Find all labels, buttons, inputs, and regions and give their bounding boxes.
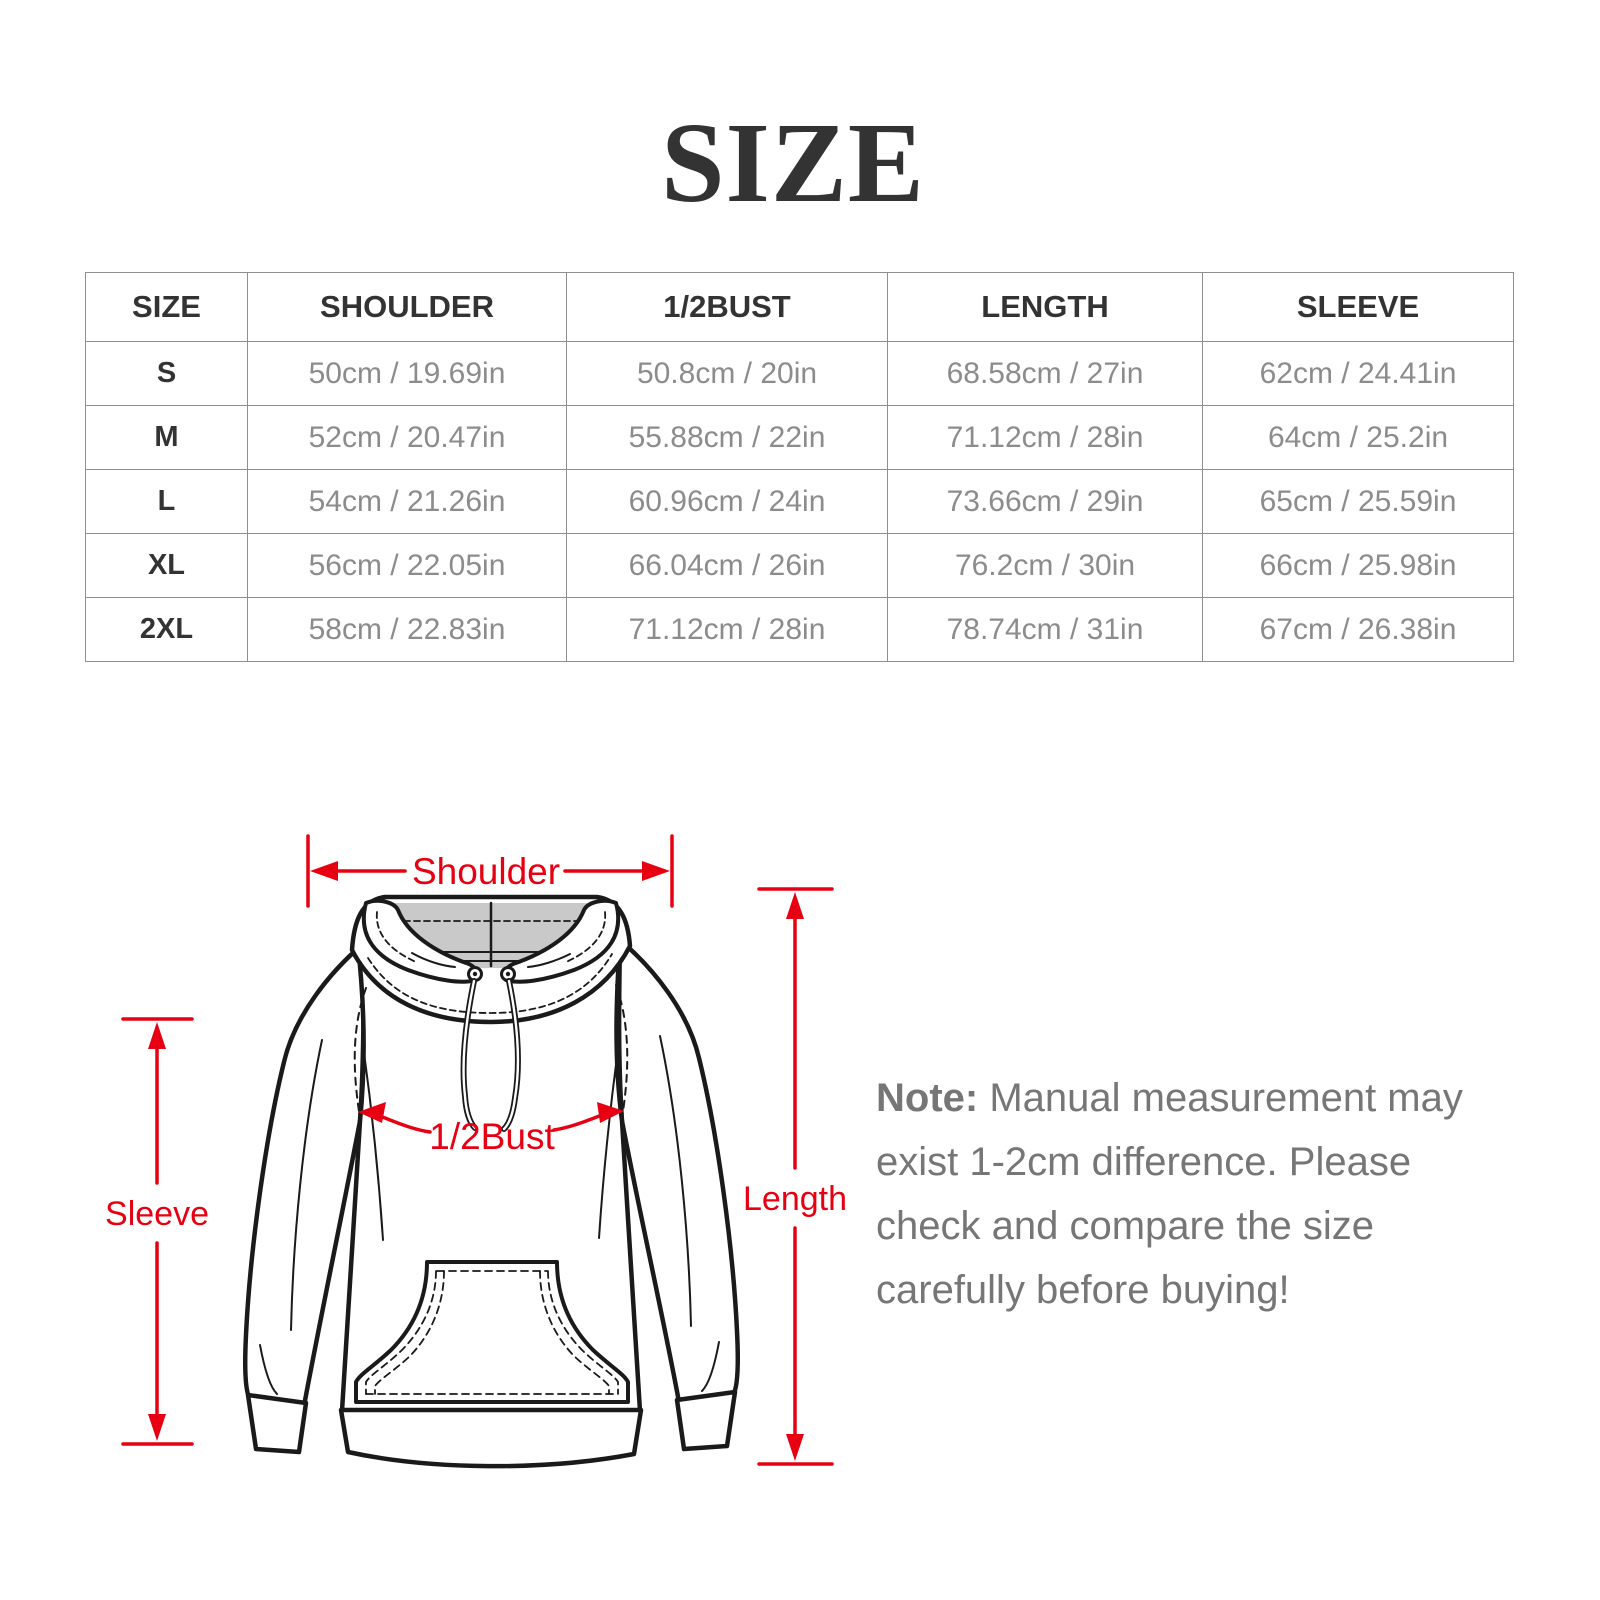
- cell-shoulder: 50cm / 19.69in: [247, 341, 567, 406]
- page-title: SIZE: [661, 99, 925, 226]
- table-row: M 52cm / 20.47in 55.88cm / 22in 71.12cm …: [85, 405, 1514, 470]
- hoodie-left-cuff: [245, 1392, 309, 1455]
- cell-sleeve: 64cm / 25.2in: [1202, 405, 1514, 470]
- half-bust-measure-arrow: [378, 1113, 604, 1134]
- hoodie-right-cuff: [674, 1389, 738, 1452]
- collar-crease-right: [527, 953, 571, 968]
- cell-size: 2XL: [85, 597, 248, 662]
- cell-halfbust: 71.12cm / 28in: [566, 597, 888, 662]
- left-eyelet-hole: [472, 971, 478, 977]
- hoodie-drawing: [242, 915, 741, 1469]
- cell-length: 78.74cm / 31in: [887, 597, 1203, 662]
- cell-sleeve: 65cm / 25.59in: [1202, 469, 1514, 534]
- sleeve-label: Sleeve: [105, 1195, 209, 1233]
- drawcord-left-highlight: [462, 979, 477, 1130]
- length-measure-arrow: [757, 887, 834, 1466]
- right-sleeve-cuff-crease: [701, 1341, 720, 1392]
- kangaroo-pocket: [354, 1260, 630, 1404]
- shoulder-arrowhead-right: [642, 861, 670, 881]
- note-label: Note:: [876, 1076, 979, 1120]
- length-arrowhead-down: [786, 1434, 804, 1461]
- note-line: check and compare the size: [876, 1204, 1375, 1248]
- measurement-lines: [121, 834, 834, 1466]
- cell-sleeve: 62cm / 24.41in: [1202, 341, 1514, 406]
- cell-sleeve: 67cm / 26.38in: [1202, 597, 1514, 662]
- shoulder-measure-arrow: [306, 834, 674, 908]
- collar-left-roll-stitch: [376, 911, 417, 963]
- right-sleeve-crease: [659, 1035, 692, 1327]
- drawstrings: [460, 978, 521, 1132]
- table-header-row: SIZE SHOULDER 1/2BUST LENGTH SLEEVE: [85, 272, 1514, 342]
- cell-shoulder: 52cm / 20.47in: [247, 405, 567, 470]
- right-armhole-seam: [615, 984, 629, 1119]
- cell-halfbust: 66.04cm / 26in: [566, 533, 888, 598]
- cell-halfbust: 60.96cm / 24in: [566, 469, 888, 534]
- halfbust-arrowhead-left: [358, 1102, 386, 1123]
- cell-length: 73.66cm / 29in: [887, 469, 1203, 534]
- note-text: Manual measurement may: [978, 1076, 1463, 1120]
- cell-halfbust: 50.8cm / 20in: [566, 341, 888, 406]
- left-sleeve-cuff-crease: [259, 1344, 278, 1395]
- note-line: carefully before buying!: [876, 1268, 1290, 1312]
- cell-size: S: [85, 341, 248, 406]
- sleeve-measure-arrow: [121, 1017, 194, 1446]
- cell-halfbust: 55.88cm / 22in: [566, 405, 888, 470]
- table-row: L 54cm / 21.26in 60.96cm / 24in 73.66cm …: [85, 469, 1514, 534]
- cell-size: L: [85, 469, 248, 534]
- cell-shoulder: 54cm / 21.26in: [247, 469, 567, 534]
- table-row: S 50cm / 19.69in 50.8cm / 20in 68.58cm /…: [85, 341, 1514, 406]
- left-body-crease: [362, 1044, 384, 1241]
- cell-size: M: [85, 405, 248, 470]
- collar-right-roll-stitch: [565, 911, 606, 963]
- measurement-labels: Shoulder 1/2Bust Length Sleeve: [105, 851, 847, 1233]
- collar-crease-left: [411, 952, 456, 968]
- right-eyelet-hole: [505, 971, 511, 977]
- col-header-halfbust: 1/2BUST: [566, 272, 888, 342]
- hoodie-hem-band: [338, 1407, 644, 1469]
- length-arrowhead-up: [786, 892, 804, 919]
- col-header-size: SIZE: [85, 272, 248, 342]
- length-label: Length: [743, 1180, 847, 1218]
- cell-sleeve: 66cm / 25.98in: [1202, 533, 1514, 598]
- measurement-arrowheads: [148, 861, 804, 1461]
- drawcord-right-highlight: [502, 979, 520, 1131]
- collar-bottom-stitch: [367, 953, 613, 1014]
- cell-shoulder: 56cm / 22.05in: [247, 533, 567, 598]
- shoulder-arrowhead-left: [310, 861, 338, 881]
- table-row: XL 56cm / 22.05in 66.04cm / 26in 76.2cm …: [85, 533, 1514, 598]
- cell-length: 71.12cm / 28in: [887, 405, 1203, 470]
- right-body-crease: [598, 1041, 620, 1239]
- left-sleeve-crease: [290, 1039, 323, 1331]
- hood-collar: [349, 894, 633, 1025]
- hoodie-stitch-details: [259, 984, 720, 1395]
- note-line: Note: Manual measurement may: [876, 1066, 1496, 1130]
- left-armhole-seam: [353, 987, 367, 1119]
- table-row: 2XL 58cm / 22.83in 71.12cm / 28in 78.74c…: [85, 597, 1514, 662]
- half-bust-label: 1/2Bust: [429, 1116, 555, 1157]
- shoulder-label: Shoulder: [412, 851, 560, 892]
- measurement-note: Note: Manual measurement may exist 1-2cm…: [876, 1066, 1496, 1322]
- halfbust-arrowhead-right: [597, 1102, 624, 1123]
- sleeve-arrowhead-up: [148, 1022, 166, 1049]
- note-line: exist 1-2cm difference. Please: [876, 1140, 1412, 1184]
- col-header-length: LENGTH: [887, 272, 1203, 342]
- col-header-sleeve: SLEEVE: [1202, 272, 1514, 342]
- cell-length: 76.2cm / 30in: [887, 533, 1203, 598]
- pocket-stitching: [365, 1270, 619, 1395]
- cell-shoulder: 58cm / 22.83in: [247, 597, 567, 662]
- sleeve-arrowhead-down: [148, 1414, 166, 1441]
- size-chart-table: SIZE SHOULDER 1/2BUST LENGTH SLEEVE S 50…: [85, 272, 1514, 662]
